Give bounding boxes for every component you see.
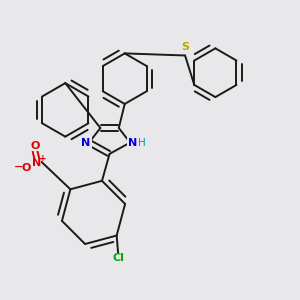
Text: N: N (82, 138, 91, 148)
Text: O: O (30, 140, 40, 151)
Text: S: S (181, 42, 189, 52)
Text: O: O (21, 163, 30, 173)
Text: N: N (32, 158, 41, 168)
Text: +: + (39, 154, 47, 164)
Text: N: N (128, 138, 138, 148)
Text: Cl: Cl (112, 254, 124, 263)
Text: −: − (13, 162, 23, 172)
Text: H: H (137, 138, 145, 148)
